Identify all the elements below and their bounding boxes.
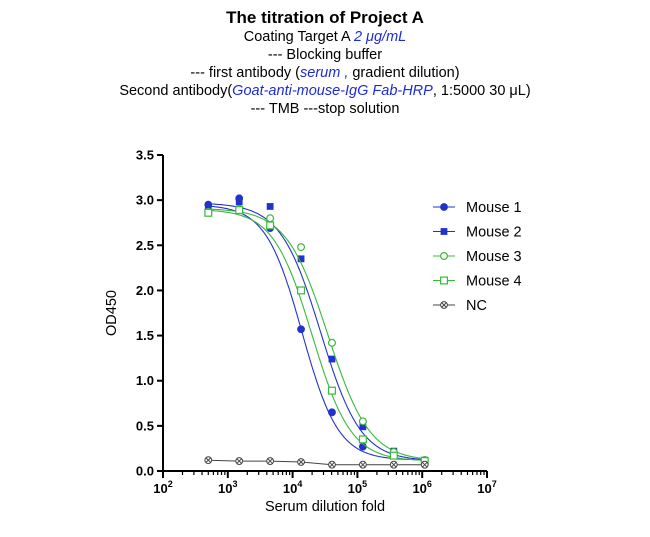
- y-tick-label: 2.5: [136, 238, 154, 253]
- legend-label-mouse-1: Mouse 1: [466, 200, 522, 216]
- x-tick-label: 107: [477, 479, 496, 496]
- y-axis-label: OD450: [104, 290, 120, 336]
- x-axis-label: Serum dilution fold: [265, 499, 385, 515]
- legend-marker-mouse-3: [440, 252, 449, 261]
- x-tick-label: 103: [218, 479, 237, 496]
- y-tick-label: 1.5: [136, 328, 154, 343]
- second-antibody-text: Second antibody(: [119, 83, 233, 99]
- data-point-mouse-2: [328, 355, 336, 363]
- data-point-mouse-4: [266, 221, 275, 230]
- data-point-nc: [235, 457, 244, 465]
- y-tick-label: 3.0: [136, 193, 154, 208]
- subtitle-second-antibody: Second antibody(Goat-anti-mouse-IgG Fab-…: [0, 82, 650, 100]
- data-point-mouse-3: [358, 417, 367, 426]
- x-tick-label: 105: [348, 479, 367, 496]
- data-point-mouse-2: [235, 198, 243, 206]
- data-point-mouse-4: [327, 386, 336, 395]
- data-point-mouse-2: [266, 203, 274, 210]
- first-antibody-dilution: gradient dilution): [348, 65, 460, 81]
- legend-label-mouse-3: Mouse 3: [466, 249, 522, 265]
- subtitle-detection: --- TMB ---stop solution: [250, 101, 400, 117]
- fit-curve-mouse-2: [208, 203, 425, 461]
- second-antibody-name: Goat-anti-mouse-IgG Fab-HRP: [232, 83, 433, 99]
- data-point-mouse-4: [235, 206, 244, 215]
- first-antibody-text: --- first antibody (: [190, 65, 300, 81]
- data-point-mouse-4: [358, 435, 367, 444]
- series-line-nc: [208, 459, 425, 466]
- data-point-mouse-4: [297, 286, 306, 295]
- data-point-mouse-2: [204, 203, 212, 211]
- data-point-nc: [297, 458, 305, 466]
- data-point-mouse-3: [297, 243, 306, 252]
- legend-marker-nc: [440, 301, 448, 309]
- data-point-mouse-2: [297, 255, 305, 263]
- y-tick-label: 0.0: [136, 464, 154, 479]
- legend-label-mouse-4: Mouse 4: [466, 274, 522, 290]
- data-point-mouse-3: [327, 338, 336, 347]
- data-point-nc: [328, 460, 336, 469]
- subtitle-blocking: --- Blocking buffer: [267, 47, 383, 63]
- data-point-nc: [389, 460, 398, 469]
- data-point-mouse-4: [389, 451, 398, 460]
- y-tick-label: 2.0: [136, 283, 154, 298]
- data-point-mouse-2: [359, 423, 367, 431]
- data-point-nc: [420, 460, 429, 469]
- data-point-nc: [266, 457, 275, 465]
- chart-title: The titration of Project A: [226, 8, 424, 27]
- x-tick-label: 104: [283, 479, 302, 496]
- x-tick-label: 102: [153, 479, 172, 496]
- data-point-mouse-4: [204, 208, 213, 217]
- legend-label-nc: NC: [466, 298, 487, 314]
- chart-header: The titration of Project A Coating Targe…: [0, 8, 650, 118]
- coating-concentration: 2 μg/mL: [353, 29, 407, 45]
- fit-curve-mouse-1: [208, 205, 425, 461]
- data-point-nc: [358, 460, 367, 469]
- coating-text: Coating Target A: [243, 29, 354, 45]
- data-point-nc: [204, 456, 213, 465]
- subtitle-coating: Coating Target A 2 μg/mL: [0, 28, 650, 46]
- legend-label-mouse-2: Mouse 2: [466, 225, 522, 241]
- data-point-mouse-1: [328, 408, 336, 417]
- second-antibody-dilution: , 1:5000 30 μL): [432, 83, 531, 99]
- x-tick-label: 106: [412, 479, 431, 496]
- subtitle-first-antibody: --- first antibody (serum , gradient dil…: [0, 64, 650, 82]
- y-tick-label: 3.5: [136, 148, 154, 163]
- legend-marker-mouse-4: [440, 276, 449, 285]
- y-tick-label: 1.0: [136, 373, 154, 388]
- y-tick-label: 0.5: [136, 418, 154, 433]
- data-point-mouse-1: [297, 325, 305, 334]
- fit-curve-mouse-4: [208, 209, 425, 461]
- fit-curve-mouse-3: [208, 208, 425, 460]
- legend-marker-mouse-1: [440, 203, 448, 211]
- data-point-mouse-3: [266, 214, 275, 223]
- first-antibody-sample: serum ,: [300, 65, 349, 81]
- legend-marker-mouse-2: [440, 228, 448, 235]
